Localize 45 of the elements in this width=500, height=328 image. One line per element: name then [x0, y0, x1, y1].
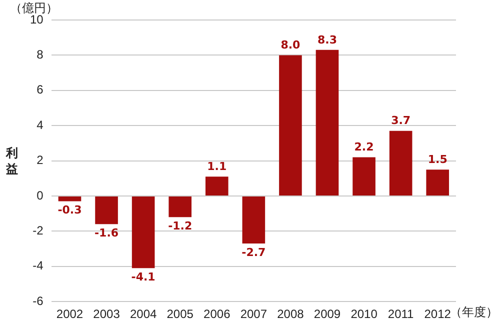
data-label: -2.7	[242, 246, 266, 259]
bar	[242, 196, 266, 244]
y-tick-label: 8	[36, 48, 44, 62]
y-tick-label: 10	[30, 12, 44, 26]
bar	[205, 176, 228, 196]
data-label: 1.1	[207, 160, 227, 173]
y-tick-label: 0	[36, 188, 44, 202]
y-tick-label: -6	[32, 294, 44, 308]
x-tick-label: 2009	[314, 307, 341, 322]
bar	[58, 196, 82, 202]
x-tick-label: 2002	[56, 307, 84, 322]
y-tick-label: -2	[32, 224, 44, 238]
bar	[352, 157, 376, 196]
data-label: -1.6	[94, 226, 119, 240]
x-tick-label: 2003	[93, 307, 120, 322]
data-label: -1.2	[168, 219, 192, 232]
x-tick-label: 2004	[130, 307, 157, 322]
y-tick-label: 4	[36, 118, 44, 132]
x-tick-label: 2011	[388, 307, 414, 322]
bar	[95, 196, 118, 224]
y-tick-label: -4	[32, 258, 44, 273]
x-tick-label: 2008	[277, 307, 304, 322]
bar	[279, 55, 302, 196]
x-tick-label: 2005	[166, 307, 194, 322]
y-tick-label: 6	[36, 82, 44, 97]
data-label: 8.0	[280, 38, 301, 52]
bar	[316, 50, 339, 196]
bar	[168, 196, 192, 218]
data-label: -0.3	[58, 204, 82, 217]
x-tick-label: 2010	[350, 307, 378, 322]
data-label: 3.7	[391, 114, 411, 128]
bar	[132, 196, 155, 268]
text: （億円）	[10, 0, 58, 15]
y-axis-title: 利益	[6, 145, 19, 177]
x-tick-label: 2012	[424, 307, 452, 322]
x-tick-label: 2006	[204, 307, 231, 322]
bar	[426, 170, 450, 196]
data-label: 2.2	[354, 140, 374, 154]
text: （年度）	[450, 304, 498, 321]
data-label: -4.1	[131, 270, 156, 284]
y-tick-label: 2	[36, 153, 44, 168]
bar	[389, 130, 412, 196]
data-label: 1.5	[428, 152, 448, 166]
data-label: 8.3	[317, 33, 337, 46]
x-tick-label: 2007	[240, 307, 268, 322]
